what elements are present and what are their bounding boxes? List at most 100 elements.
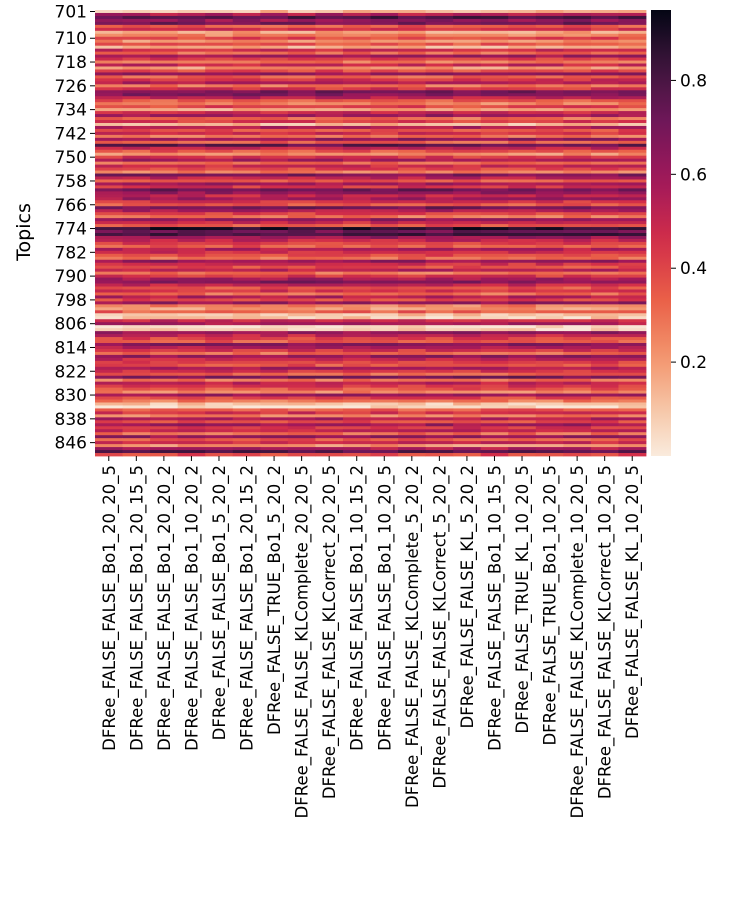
heatmap-cell: [315, 351, 344, 356]
heatmap-cell: [425, 146, 454, 151]
heatmap-cell: [563, 372, 592, 377]
heatmap-cell: [315, 345, 344, 350]
heatmap-cell: [260, 42, 289, 47]
heatmap-cell: [287, 54, 316, 58]
heatmap-cell: [370, 90, 399, 94]
heatmap-cell: [508, 230, 537, 234]
heatmap-cell: [342, 117, 371, 121]
heatmap-cell: [150, 271, 179, 276]
heatmap-cell: [618, 218, 647, 222]
heatmap-cell: [453, 301, 482, 305]
heatmap-cell: [342, 298, 371, 302]
heatmap-cell: [618, 402, 647, 406]
heatmap-cell: [370, 432, 399, 436]
heatmap-cell: [342, 206, 371, 210]
heatmap-cell: [480, 447, 509, 451]
heatmap-cell: [232, 405, 261, 409]
heatmap-cell: [453, 209, 482, 213]
heatmap-cell: [618, 170, 647, 174]
heatmap-cell: [618, 167, 647, 171]
heatmap-cell: [287, 42, 316, 47]
heatmap-cell: [398, 432, 426, 436]
heatmap-cell: [590, 319, 619, 323]
heatmap-cell: [287, 203, 316, 207]
heatmap-cell: [508, 265, 537, 270]
heatmap-cell: [508, 93, 537, 97]
heatmap-cell: [232, 140, 261, 145]
heatmap-cell: [122, 405, 151, 409]
heatmap-cell: [287, 363, 316, 368]
heatmap-cell: [232, 27, 261, 32]
heatmap-cell: [480, 289, 509, 293]
heatmap-cell: [618, 158, 647, 163]
heatmap-cell: [370, 93, 399, 97]
heatmap-cell: [398, 238, 426, 243]
heatmap-cell: [95, 432, 123, 436]
heatmap-cell: [150, 179, 179, 183]
heatmap-cell: [177, 402, 206, 406]
heatmap-cell: [232, 408, 261, 412]
heatmap-cell: [95, 233, 123, 237]
heatmap-cell: [150, 348, 179, 353]
heatmap-cell: [287, 447, 316, 451]
heatmap-cell: [122, 191, 151, 195]
heatmap-cell: [590, 179, 619, 183]
x-tick-label: DFRee_FALSE_FALSE_KLComplete_10_20_5: [568, 465, 588, 818]
heatmap-cell: [508, 51, 537, 55]
heatmap-cell: [508, 167, 537, 171]
heatmap-cell: [563, 337, 592, 341]
heatmap-cell: [590, 253, 619, 258]
heatmap-cell: [342, 286, 371, 290]
heatmap-cell: [122, 179, 151, 183]
heatmap-cell: [370, 140, 399, 145]
heatmap-cell: [480, 24, 509, 29]
heatmap-cell: [150, 429, 179, 433]
heatmap-cell: [508, 411, 537, 415]
heatmap-cell: [122, 18, 151, 23]
heatmap-cell: [342, 408, 371, 412]
heatmap-cell: [425, 179, 454, 183]
heatmap-cell: [287, 164, 316, 168]
heatmap-cell: [232, 268, 261, 273]
heatmap-cell: [232, 200, 261, 204]
heatmap-cell: [453, 313, 482, 317]
heatmap-cell: [398, 233, 426, 237]
heatmap-cell: [425, 125, 454, 130]
heatmap-cell: [590, 304, 619, 308]
heatmap-cell: [370, 396, 399, 400]
heatmap-cell: [370, 354, 399, 359]
heatmap-cell: [590, 375, 619, 380]
heatmap-cell: [535, 27, 564, 32]
heatmap-cell: [425, 200, 454, 204]
heatmap-cell: [232, 60, 261, 64]
heatmap-cell: [260, 15, 289, 20]
y-tick-label: 726: [55, 77, 87, 97]
heatmap-cell: [370, 435, 399, 439]
heatmap-cell: [232, 102, 261, 106]
heatmap-cell: [508, 423, 537, 427]
heatmap-cell: [260, 316, 289, 320]
heatmap-cell: [398, 307, 426, 311]
heatmap-cell: [150, 420, 179, 424]
heatmap-cell: [480, 146, 509, 151]
heatmap-cell: [453, 348, 482, 353]
heatmap-cell: [618, 188, 647, 192]
heatmap-cell: [453, 105, 482, 109]
heatmap-cell: [563, 390, 592, 394]
heatmap-cell: [453, 30, 482, 35]
heatmap-cell: [95, 292, 123, 296]
heatmap-cell: [618, 322, 647, 326]
heatmap-cell: [590, 182, 619, 186]
heatmap-cell: [287, 57, 316, 61]
heatmap-cell: [205, 84, 234, 88]
heatmap-cell: [480, 122, 509, 127]
heatmap-cell: [177, 247, 206, 252]
heatmap-cell: [260, 117, 289, 121]
heatmap-cell: [342, 84, 371, 88]
heatmap-cell: [590, 176, 619, 180]
heatmap-cell: [232, 203, 261, 207]
heatmap-cell: [425, 161, 454, 166]
heatmap-cell: [232, 15, 261, 20]
heatmap-cell: [122, 96, 151, 100]
heatmap-cell: [315, 78, 344, 82]
